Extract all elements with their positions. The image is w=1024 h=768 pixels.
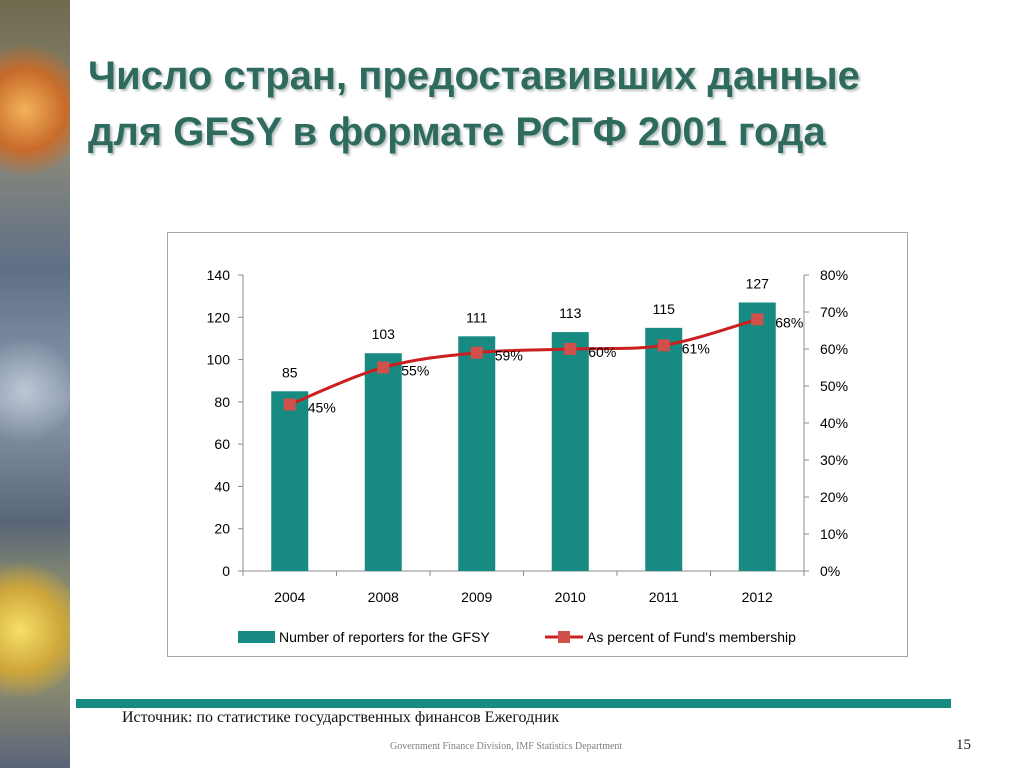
legend-line-label: As percent of Fund's membership xyxy=(587,629,796,645)
bar-data-label: 127 xyxy=(746,275,770,291)
left-tick-label: 140 xyxy=(207,267,231,283)
line-marker xyxy=(377,361,390,374)
right-tick-label: 10% xyxy=(820,526,848,542)
left-tick-label: 80 xyxy=(214,394,230,410)
right-tick-label: 60% xyxy=(820,341,848,357)
line-data-label: 61% xyxy=(682,340,710,356)
right-tick-label: 70% xyxy=(820,304,848,320)
line-data-label: 68% xyxy=(775,314,803,330)
decorative-glow xyxy=(0,330,70,450)
decorative-glow xyxy=(0,560,70,700)
legend-bar-label: Number of reporters for the GFSY xyxy=(279,629,491,645)
right-tick-label: 40% xyxy=(820,415,848,431)
right-tick-label: 50% xyxy=(820,378,848,394)
x-tick-label: 2010 xyxy=(555,589,586,605)
title-line-2: для GFSY в формате РСГФ 2001 года xyxy=(88,110,826,154)
bar-data-label: 85 xyxy=(282,364,298,380)
x-tick-label: 2012 xyxy=(742,589,773,605)
x-tick-label: 2009 xyxy=(461,589,492,605)
left-tick-label: 20 xyxy=(214,521,230,537)
source-note: Источник: по статистике государственных … xyxy=(122,709,560,726)
bar xyxy=(551,332,589,571)
line-marker xyxy=(283,398,296,411)
footer-divider xyxy=(76,699,951,708)
bar xyxy=(738,302,776,571)
line-marker xyxy=(470,346,483,359)
legend-bar-swatch xyxy=(238,631,275,643)
title-line-1: Число стран, предоставивших данные xyxy=(88,54,860,98)
bar-data-label: 113 xyxy=(559,305,582,321)
decorative-glow xyxy=(0,40,70,180)
line-marker xyxy=(657,339,670,352)
line-data-label: 45% xyxy=(308,400,336,416)
line-data-label: 60% xyxy=(588,344,616,360)
department-credit: Government Finance Division, IMF Statist… xyxy=(390,741,623,752)
bar-data-label: 111 xyxy=(466,309,487,325)
series-line xyxy=(289,317,758,406)
line-data-label: 59% xyxy=(495,348,523,364)
page-number: 15 xyxy=(956,737,971,753)
right-tick-label: 0% xyxy=(820,563,840,579)
line-marker xyxy=(751,313,764,326)
bar xyxy=(271,391,309,571)
slide-title: Число стран, предоставивших данные для G… xyxy=(88,48,988,160)
decorative-side-image xyxy=(0,0,70,768)
right-tick-label: 30% xyxy=(820,452,848,468)
bar xyxy=(645,327,683,571)
chart-frame: 0 20 40 60 80 100 120 140 0% 10% 20% 30% 40% 50% 60% 70… xyxy=(167,232,908,657)
legend-line-marker xyxy=(558,631,570,643)
bar-data-label: 115 xyxy=(653,301,676,317)
bar xyxy=(364,353,402,571)
bar xyxy=(458,336,496,571)
right-tick-label: 20% xyxy=(820,489,848,505)
left-tick-label: 40 xyxy=(214,478,230,494)
x-tick-label: 2011 xyxy=(649,589,679,605)
left-tick-label: 0 xyxy=(222,563,230,579)
x-tick-label: 2004 xyxy=(274,589,305,605)
line-marker xyxy=(564,343,577,355)
right-tick-label: 80% xyxy=(820,267,848,283)
left-tick-label: 120 xyxy=(207,309,231,325)
combo-chart: 0 20 40 60 80 100 120 140 0% 10% 20% 30% 40% 50% 60% 70… xyxy=(207,267,848,645)
bar-data-label: 103 xyxy=(372,326,396,342)
left-tick-label: 100 xyxy=(207,352,231,368)
line-data-label: 55% xyxy=(401,363,429,379)
x-tick-label: 2008 xyxy=(368,589,399,605)
left-tick-label: 60 xyxy=(214,436,230,452)
